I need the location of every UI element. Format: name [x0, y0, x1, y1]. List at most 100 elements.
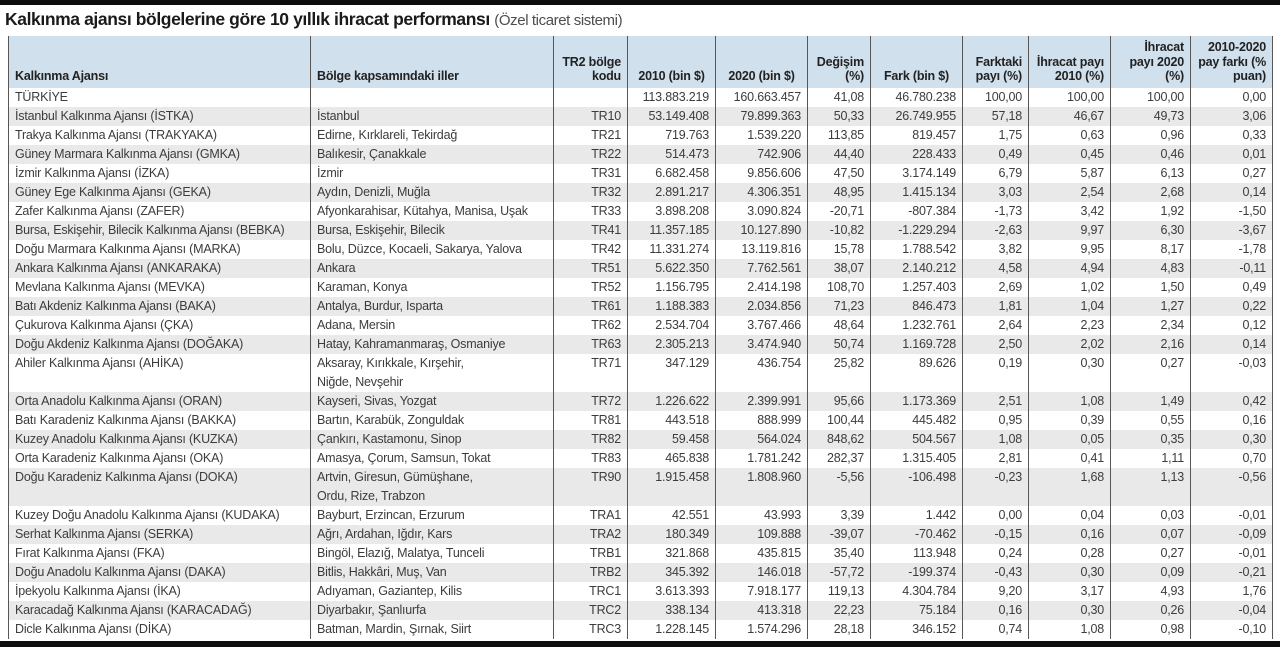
- cell-provinces: Artvin, Giresun, Gümüşhane, Ordu, Rize, …: [310, 467, 554, 506]
- cell-share-2020: 49,73: [1110, 106, 1191, 126]
- cell-diff: 75.184: [870, 600, 963, 620]
- table-row: Serhat Kalkınma Ajansı (SERKA) Ağrı, Arda…: [8, 524, 1273, 544]
- cell-code: TR21: [553, 125, 628, 145]
- cell-provinces: İzmir: [310, 163, 554, 183]
- cell-provinces: Bursa, Eskişehir, Bilecik: [310, 220, 554, 240]
- cell-2010: 1.188.383: [627, 296, 716, 316]
- table-row: Güney Ege Kalkınma Ajansı (GEKA) Aydın, D…: [8, 182, 1273, 202]
- cell-diff: 3.174.149: [870, 163, 963, 183]
- cell-share-2010: 0,04: [1028, 505, 1111, 525]
- cell-change: 848,62: [807, 429, 871, 449]
- cell-diff-share: 0,74: [962, 619, 1029, 639]
- cell-2010: 2.534.704: [627, 315, 716, 335]
- cell-provinces: Ağrı, Ardahan, Iğdır, Kars: [310, 524, 554, 544]
- cell-code: TRC2: [553, 600, 628, 620]
- cell-agency: Ankara Kalkınma Ajansı (ANKARAKA): [15, 260, 221, 275]
- cell-share-2020: 1,49: [1110, 391, 1191, 411]
- cell-share-diff: 0,14: [1190, 334, 1273, 354]
- table-row: Batı Akdeniz Kalkınma Ajansı (BAKA) Antal…: [8, 296, 1273, 316]
- cell-share-diff: 0,27: [1190, 163, 1273, 183]
- cell-2020: 10.127.890: [715, 220, 808, 240]
- cell-code: TR31: [553, 163, 628, 183]
- cell-share-2010: 0,41: [1028, 448, 1111, 468]
- cell-change: 48,95: [807, 182, 871, 202]
- cell-agency: Güney Marmara Kalkınma Ajansı (GMKA): [15, 146, 240, 161]
- cell-change: 119,13: [807, 581, 871, 601]
- cell-change: 38,07: [807, 258, 871, 278]
- cell-diff-share: 0,49: [962, 144, 1029, 164]
- cell-change: -5,56: [807, 467, 871, 506]
- cell-share-2020: 4,93: [1110, 581, 1191, 601]
- cell-agency: Kuzey Anadolu Kalkınma Ajansı (KUZKA): [15, 431, 238, 446]
- cell-code: TR71: [553, 353, 628, 392]
- cell-provinces: Bolu, Düzce, Kocaeli, Sakarya, Yalova: [310, 239, 554, 259]
- table-header-row: Kalkınma Ajansı Bölge kapsamındaki iller T…: [8, 36, 1273, 88]
- cell-2020: 742.906: [715, 144, 808, 164]
- cell-2020: 435.815: [715, 543, 808, 563]
- cell-code: TR32: [553, 182, 628, 202]
- cell-share-2020: 6,30: [1110, 220, 1191, 240]
- cell-2020: 146.018: [715, 562, 808, 582]
- cell-diff-share: 3,03: [962, 182, 1029, 202]
- cell-share-2010: 0,30: [1028, 600, 1111, 620]
- cell-share-2020: 0,46: [1110, 144, 1191, 164]
- cell-diff: 346.152: [870, 619, 963, 639]
- cell-2020: 1.781.242: [715, 448, 808, 468]
- cell-agency: Trakya Kalkınma Ajansı (TRAKYAKA): [15, 127, 217, 142]
- cell-diff: -1.229.294: [870, 220, 963, 240]
- cell-share-diff: -0,09: [1190, 524, 1273, 544]
- cell-2010: 6.682.458: [627, 163, 716, 183]
- cell-diff: 504.567: [870, 429, 963, 449]
- table-row: Doğu Marmara Kalkınma Ajansı (MARKA) Bolu…: [9, 239, 1273, 259]
- cell-share-2010: 0,63: [1028, 125, 1111, 145]
- cell-2010: 1.226.622: [627, 391, 716, 411]
- cell-code: TR90: [553, 467, 628, 506]
- cell-diff: 4.304.784: [870, 581, 963, 601]
- table-row: Ahiler Kalkınma Ajansı (AHİKA) Aksaray, K…: [9, 353, 1273, 392]
- cell-change: 3,39: [807, 505, 871, 525]
- table-row: Kuzey Doğu Anadolu Kalkınma Ajansı (KUDA…: [9, 505, 1273, 525]
- cell-share-diff: 0,22: [1190, 296, 1273, 316]
- cell-2020: 109.888: [715, 524, 808, 544]
- cell-share-diff: 0,70: [1190, 448, 1273, 468]
- cell-code: TR63: [553, 334, 628, 354]
- cell-share-diff: -0,03: [1190, 353, 1273, 392]
- cell-2010: 11.357.185: [627, 220, 716, 240]
- table-row: Doğu Akdeniz Kalkınma Ajansı (DOĞAKA) Hat…: [8, 334, 1273, 354]
- cell-agency: Dicle Kalkınma Ajansı (DİKA): [15, 621, 172, 636]
- page-title: Kalkınma ajansı bölgelerine göre 10 yıll…: [5, 9, 490, 29]
- cell-provinces: Karaman, Konya: [310, 277, 554, 297]
- cell-share-2010: 9,95: [1028, 239, 1111, 259]
- top-rule: [0, 0, 1280, 5]
- cell-code: TRB2: [553, 562, 628, 582]
- col-header-provinces: Bölge kapsamındaki iller: [310, 36, 554, 88]
- cell-2010: 321.868: [627, 543, 716, 563]
- cell-diff: 1.173.369: [870, 391, 963, 411]
- cell-code: TR72: [553, 391, 628, 411]
- cell-provinces: Kayseri, Sivas, Yozgat: [310, 391, 554, 411]
- cell-share-2020: 1,50: [1110, 277, 1191, 297]
- cell-diff: -199.374: [870, 562, 963, 582]
- table-row: Kuzey Anadolu Kalkınma Ajansı (KUZKA) Çan…: [8, 429, 1273, 449]
- cell-code: TR41: [553, 220, 628, 240]
- cell-diff-share: 0,19: [962, 353, 1029, 392]
- table-head: Kalkınma Ajansı Bölge kapsamındaki iller T…: [8, 36, 1273, 88]
- cell-diff: 1.315.405: [870, 448, 963, 468]
- cell-share-2020: 1,92: [1110, 201, 1191, 221]
- cell-share-2010: 0,16: [1028, 524, 1111, 544]
- cell-2010: 3.898.208: [627, 201, 716, 221]
- table-row: Bursa, Eskişehir, Bilecik Kalkınma Ajans…: [8, 220, 1273, 240]
- cell-diff: 1.415.134: [870, 182, 963, 202]
- cell-code: TR22: [553, 144, 628, 164]
- cell-diff-share: 1,81: [962, 296, 1029, 316]
- cell-agency: Zafer Kalkınma Ajansı (ZAFER): [15, 203, 185, 218]
- cell-share-diff: 0,16: [1190, 410, 1273, 430]
- cell-agency: Fırat Kalkınma Ajansı (FKA): [15, 545, 165, 560]
- cell-2020: 1.539.220: [715, 125, 808, 145]
- cell-diff-share: 2,50: [962, 334, 1029, 354]
- cell-code: TR81: [553, 410, 628, 430]
- cell-share-diff: 0,30: [1190, 429, 1273, 449]
- cell-share-diff: -0,11: [1190, 258, 1273, 278]
- cell-share-2020: 0,27: [1110, 353, 1191, 392]
- cell-2020: 160.663.457: [715, 87, 808, 107]
